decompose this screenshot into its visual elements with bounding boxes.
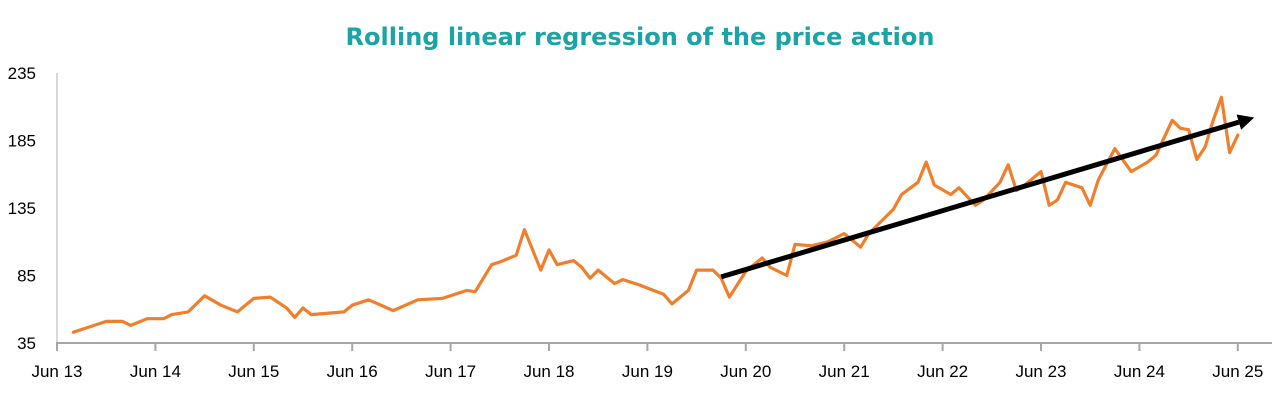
x-tick-label: Jun 14 bbox=[130, 362, 181, 381]
x-tick-label: Jun 23 bbox=[1015, 362, 1066, 381]
regression-arrow-line bbox=[720, 119, 1240, 280]
price-series-line bbox=[71, 95, 1240, 334]
x-tick-label: Jun 18 bbox=[523, 362, 574, 381]
y-tick-label: 135 bbox=[8, 199, 36, 218]
x-tick-label: Jun 15 bbox=[228, 362, 279, 381]
x-tick-label: Jun 17 bbox=[425, 362, 476, 381]
regression-arrow-head bbox=[1236, 114, 1255, 130]
x-tick-label: Jun 21 bbox=[819, 362, 870, 381]
y-tick-label: 35 bbox=[17, 334, 36, 353]
y-tick-label: 235 bbox=[8, 64, 36, 83]
y-tick-label: 85 bbox=[17, 267, 36, 286]
chart-title: Rolling linear regression of the price a… bbox=[346, 23, 935, 51]
x-tick-label: Jun 24 bbox=[1114, 362, 1165, 381]
x-tick-label: Jun 13 bbox=[31, 362, 82, 381]
x-tick-label: Jun 16 bbox=[327, 362, 378, 381]
x-tick-label: Jun 25 bbox=[1212, 362, 1263, 381]
x-tick-label: Jun 19 bbox=[622, 362, 673, 381]
x-tick-label: Jun 20 bbox=[720, 362, 771, 381]
x-tick-label: Jun 22 bbox=[917, 362, 968, 381]
y-tick-label: 185 bbox=[8, 132, 36, 151]
